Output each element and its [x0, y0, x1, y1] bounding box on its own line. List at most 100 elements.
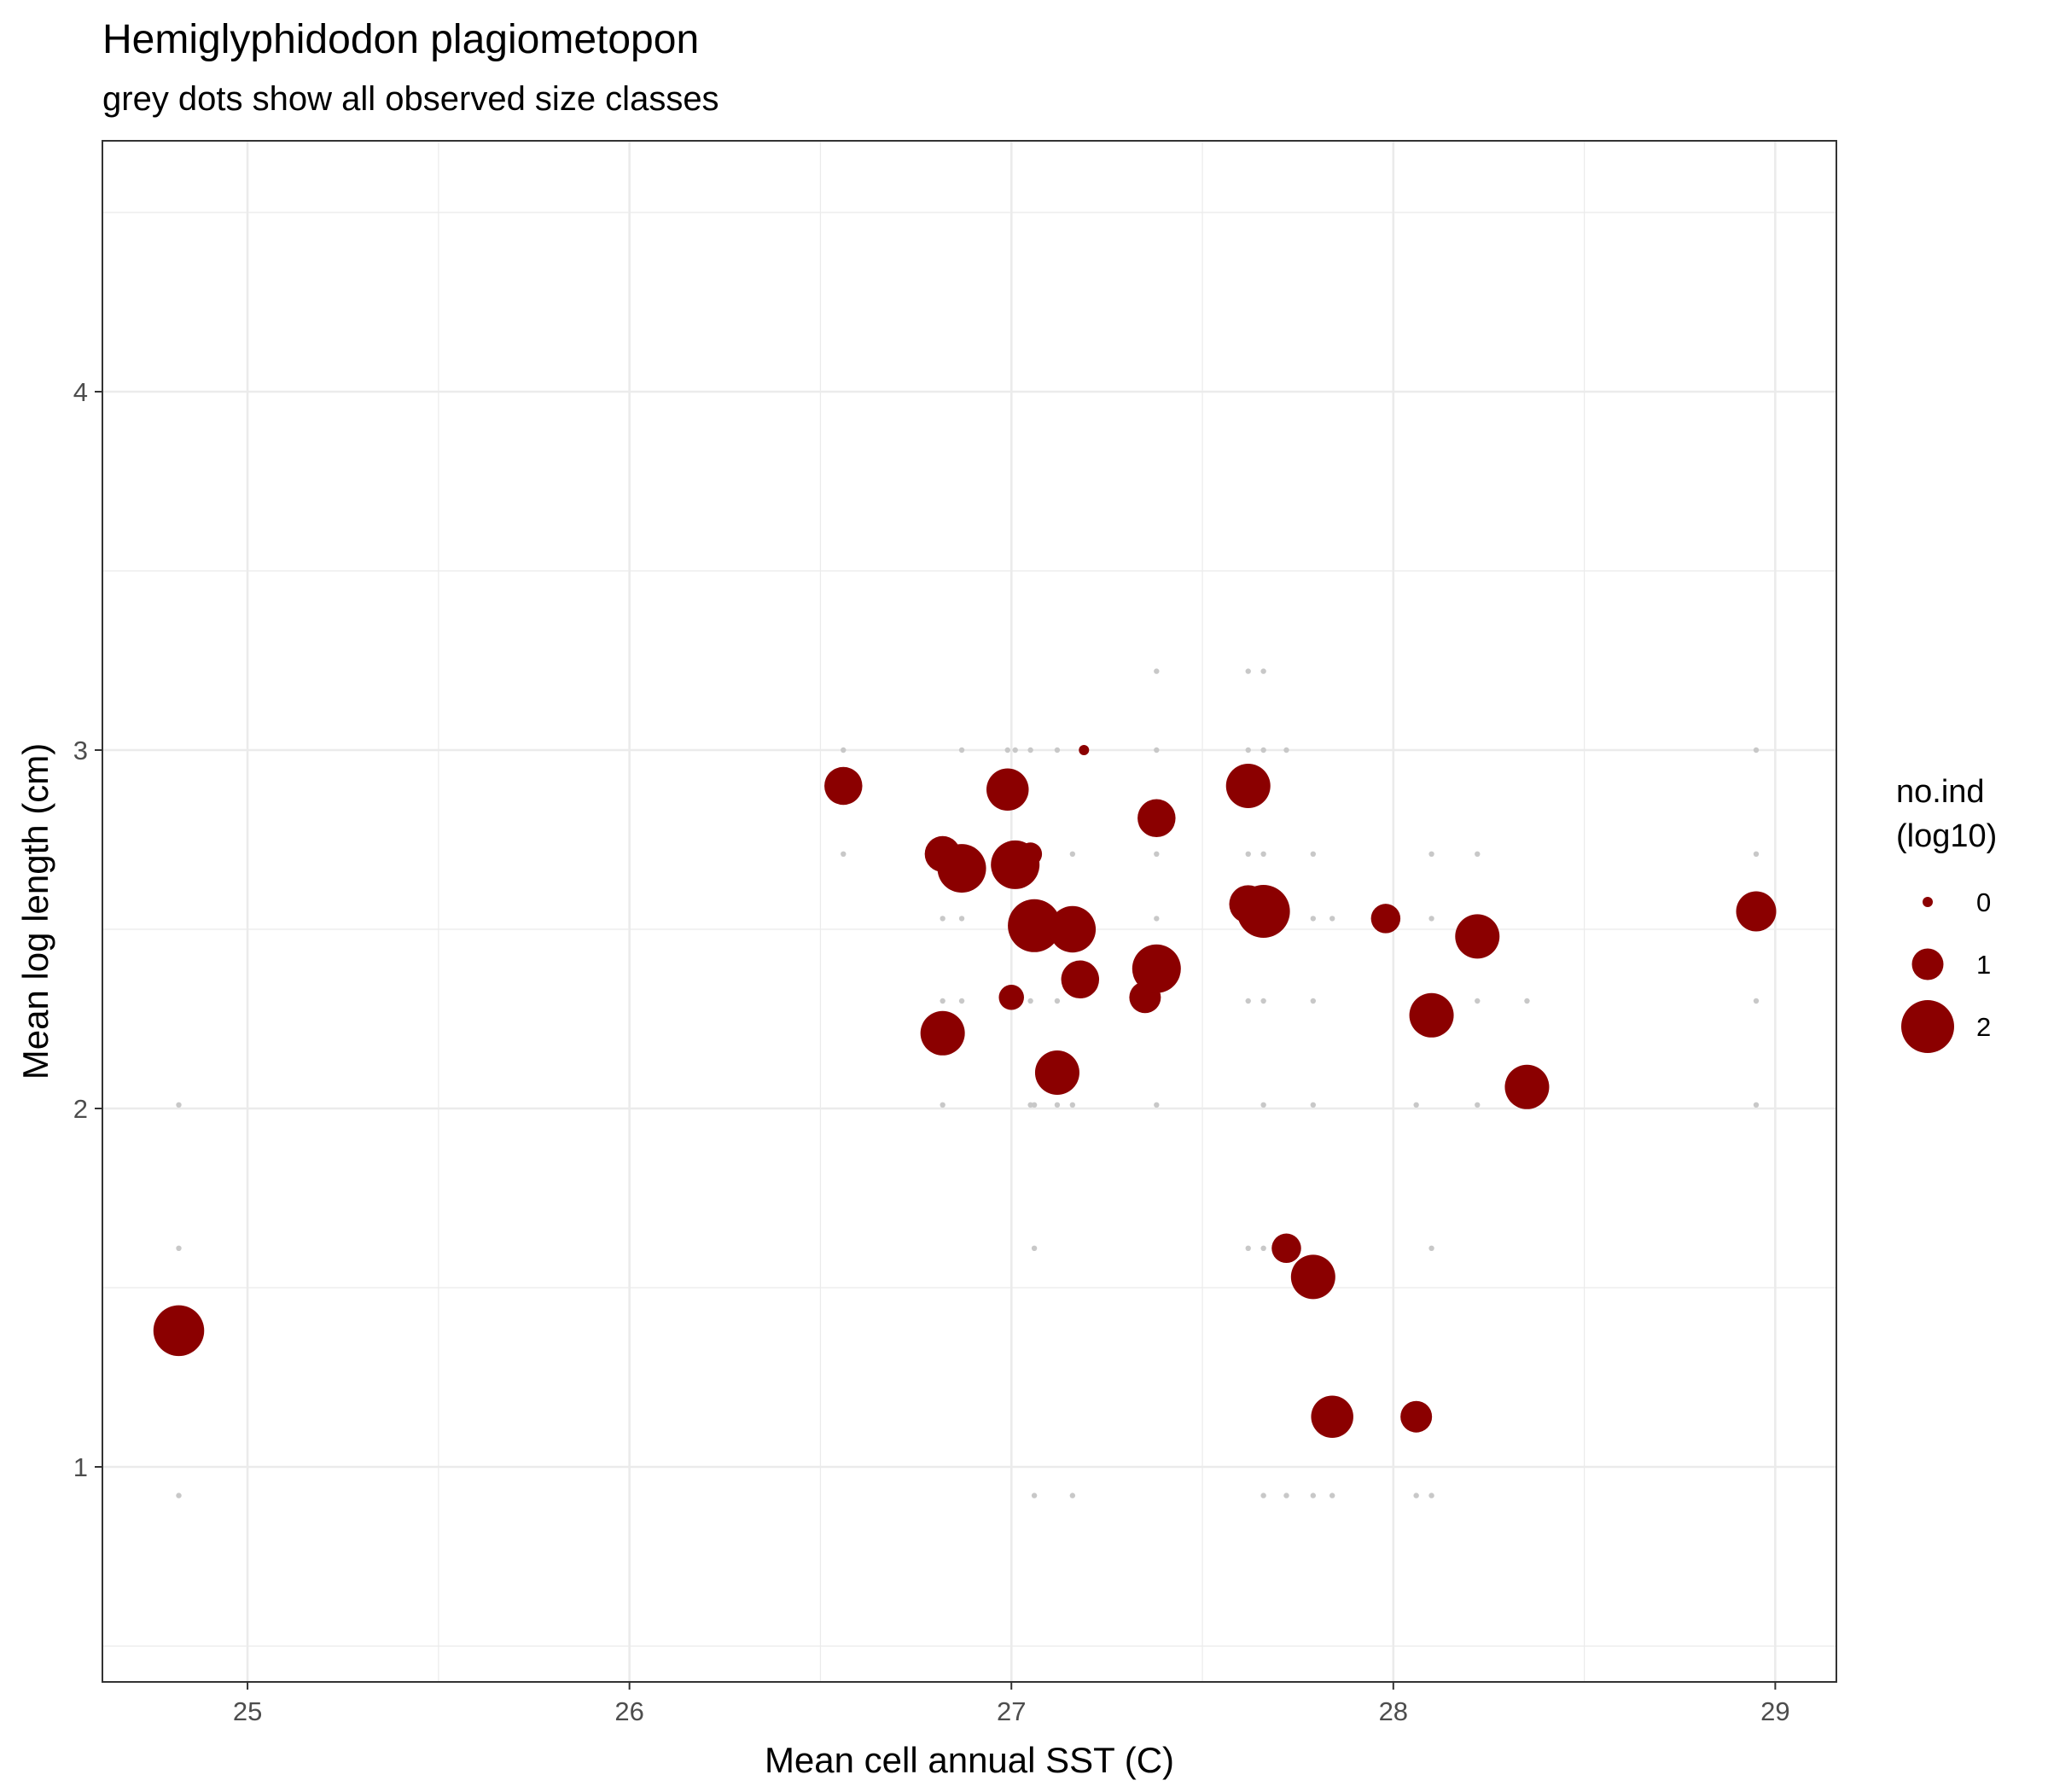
size-class-dot — [1475, 998, 1481, 1004]
size-class-dot — [940, 916, 945, 922]
x-tick-label: 28 — [1379, 1696, 1408, 1726]
x-tick-label: 27 — [997, 1696, 1026, 1726]
size-class-dot — [1031, 1245, 1038, 1252]
size-class-dot — [940, 998, 945, 1004]
legend-key — [1901, 1000, 1954, 1053]
mean-length-point — [1290, 1254, 1335, 1300]
size-class-dot — [841, 851, 847, 857]
size-class-dot — [1260, 851, 1266, 857]
size-class-dot — [1753, 747, 1760, 753]
size-class-dot — [1154, 1102, 1160, 1108]
mean-length-point — [1504, 1064, 1550, 1109]
size-class-dot — [1012, 747, 1018, 753]
chart-subtitle: grey dots show all observed size classes — [102, 80, 719, 118]
size-class-dot — [940, 1102, 945, 1108]
size-class-dot — [1027, 1102, 1033, 1108]
x-tick-label: 29 — [1760, 1696, 1789, 1726]
chart-title: Hemiglyphidodon plagiometopon — [102, 17, 699, 62]
size-class-dot — [1245, 1245, 1251, 1252]
size-class-dot — [1154, 851, 1160, 857]
size-class-dot — [1310, 1102, 1317, 1108]
mean-length-point — [920, 1010, 965, 1056]
size-class-dot — [1004, 747, 1010, 753]
size-class-dot — [1260, 747, 1266, 753]
y-axis-ticks: 1 2 3 4 — [73, 377, 102, 1482]
mean-length-point — [1061, 960, 1100, 999]
legend-label: 0 — [1976, 887, 1991, 917]
size-class-dot — [1031, 1102, 1038, 1108]
size-class-dot — [176, 1492, 182, 1498]
y-tick-label: 4 — [73, 377, 88, 407]
mean-length-point — [1236, 885, 1290, 938]
mean-length-point — [986, 768, 1029, 811]
legend-title-line2: (log10) — [1896, 818, 1997, 854]
size-class-dot — [958, 916, 965, 922]
mean-length-point — [937, 844, 986, 893]
size-class-dot — [1753, 851, 1760, 857]
size-class-dot — [1054, 747, 1061, 753]
x-axis-title: Mean cell annual SST (C) — [765, 1740, 1174, 1780]
size-class-dot — [958, 747, 965, 753]
size-class-dot — [1245, 668, 1251, 674]
size-class-dot — [1413, 1102, 1419, 1108]
mean-length-point — [824, 766, 863, 806]
y-axis-title: Mean log length (cm) — [15, 743, 55, 1080]
size-class-dot — [1069, 1102, 1076, 1108]
mean-length-point — [1137, 799, 1176, 838]
size-class-dot — [1310, 851, 1317, 857]
mean-length-point — [1400, 1400, 1433, 1433]
mean-length-point — [1132, 944, 1181, 993]
mean-length-point — [1370, 904, 1401, 934]
size-class-dot — [1260, 998, 1266, 1004]
mean-length-point — [1736, 891, 1777, 932]
size-class-dot — [1154, 747, 1160, 753]
size-class-dot — [176, 1102, 182, 1108]
size-class-dot — [1475, 851, 1481, 857]
y-tick-label: 3 — [73, 736, 88, 765]
legend-key — [1911, 948, 1944, 980]
size-class-dot — [1027, 747, 1033, 753]
mean-length-point — [1409, 992, 1454, 1038]
size-legend: no.ind (log10) 0 1 2 — [1896, 774, 1997, 1053]
mean-length-point — [1455, 914, 1500, 959]
size-class-dot — [1260, 1102, 1266, 1108]
size-class-dot — [1245, 747, 1251, 753]
legend-label: 2 — [1976, 1012, 1991, 1042]
size-class-dot — [1310, 1492, 1317, 1498]
size-class-dot — [1753, 1102, 1760, 1108]
size-class-dot — [1069, 851, 1076, 857]
size-class-dot — [1260, 1245, 1266, 1252]
size-class-dot — [1154, 916, 1160, 922]
legend-key — [1923, 897, 1933, 907]
size-class-dot — [1054, 1102, 1061, 1108]
size-class-dot — [1524, 998, 1530, 1004]
size-class-dot — [1310, 998, 1317, 1004]
size-class-dots — [176, 668, 1760, 1498]
size-class-dot — [1031, 1492, 1038, 1498]
legend-label: 1 — [1976, 950, 1991, 980]
size-class-dot — [1283, 747, 1289, 753]
size-class-dot — [1069, 1492, 1076, 1498]
size-class-dot — [1260, 668, 1266, 674]
size-class-dot — [1310, 916, 1317, 922]
size-class-dot — [1154, 668, 1160, 674]
y-tick-label: 2 — [73, 1094, 88, 1124]
size-class-dot — [1054, 998, 1061, 1004]
legend-title-line1: no.ind — [1896, 774, 1985, 810]
size-class-dot — [1428, 1245, 1434, 1252]
size-class-dot — [1428, 1492, 1434, 1498]
size-class-dot — [1245, 851, 1251, 857]
mean-length-points — [153, 745, 1777, 1438]
mean-length-point — [998, 985, 1024, 1010]
mean-length-point — [1008, 899, 1062, 952]
size-class-dot — [1260, 1492, 1266, 1498]
size-class-dot — [1245, 998, 1251, 1004]
mean-length-point — [1034, 1050, 1079, 1095]
x-tick-label: 25 — [233, 1696, 262, 1726]
size-class-dot — [1283, 1492, 1289, 1498]
size-class-dot — [1428, 851, 1434, 857]
size-class-dot — [958, 998, 965, 1004]
mean-length-point — [1049, 905, 1097, 953]
panel-border — [102, 140, 1837, 1683]
